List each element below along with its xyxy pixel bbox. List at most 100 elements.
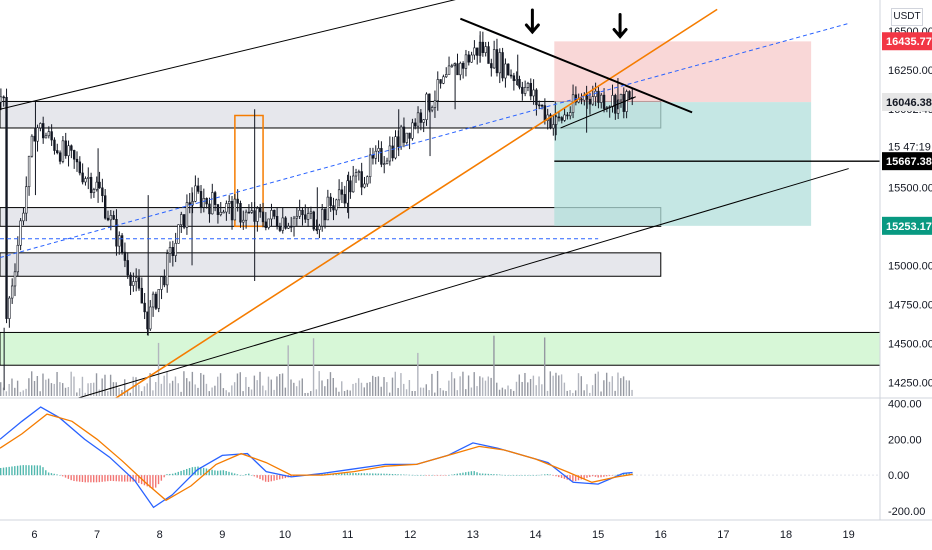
candle-body — [284, 217, 287, 229]
black-resistance — [459, 17, 693, 114]
candle-body — [540, 104, 544, 107]
volume-bar — [298, 380, 301, 396]
price-tick-label: 14750.00 — [888, 299, 932, 311]
candle-body — [84, 178, 87, 183]
macd-histogram-bar — [425, 475, 427, 476]
candle-body — [67, 145, 70, 157]
volume-bar — [188, 381, 191, 396]
candle-body — [27, 155, 31, 188]
candle-body — [560, 117, 563, 121]
macd-histogram-bar — [442, 475, 444, 476]
macd-tick-label: 200.00 — [888, 434, 922, 446]
volume-bar — [363, 387, 365, 396]
macd-histogram-bar — [572, 475, 574, 482]
volume-bar — [146, 383, 148, 396]
macd-histogram-bar — [380, 473, 382, 476]
volume-bar — [355, 382, 357, 396]
volume-bar — [591, 385, 594, 396]
currency-label[interactable]: USDT — [891, 8, 923, 26]
macd-histogram-bar — [498, 474, 501, 476]
candle-body — [504, 63, 507, 79]
macd-histogram-bar — [157, 475, 160, 485]
candle-body — [213, 192, 217, 205]
volume-bar — [501, 387, 504, 396]
macd-histogram-bar — [208, 469, 210, 476]
candle-body — [430, 107, 434, 111]
macd-histogram-bar — [496, 474, 498, 476]
macd-histogram-bar — [386, 473, 388, 476]
volume-bar — [476, 386, 478, 396]
candle-body — [447, 65, 451, 75]
macd-histogram-bar — [346, 473, 349, 476]
macd-histogram-bar — [366, 473, 368, 476]
macd-histogram-bar — [233, 473, 236, 476]
candle-body — [16, 244, 20, 273]
volume-bar — [445, 390, 447, 396]
price-badge-label: 15667.38 — [886, 156, 932, 168]
volume-bar — [191, 371, 194, 396]
candle-body — [456, 63, 459, 76]
macd-histogram-bar — [603, 475, 605, 477]
candle-body — [78, 161, 82, 174]
macd-histogram-bar — [76, 475, 78, 482]
volume-bar — [211, 387, 213, 396]
candle-body — [61, 140, 65, 162]
macd-histogram-bar — [543, 474, 546, 476]
volume-bar — [628, 380, 630, 396]
candle-body — [287, 225, 290, 229]
time-tick-label: 16 — [655, 529, 667, 541]
volume-bar — [14, 387, 16, 396]
macd-histogram-bar — [219, 470, 222, 476]
candle-body — [154, 293, 158, 309]
volume-bar — [239, 372, 241, 396]
macd-histogram-bar — [487, 473, 490, 476]
candle-body — [306, 213, 310, 220]
macd-histogram-bar — [59, 475, 61, 476]
volume-bar — [160, 383, 163, 396]
macd-histogram-bar — [62, 475, 64, 477]
volume-bar — [301, 378, 303, 396]
candle-body — [64, 140, 67, 157]
price-badge-label: 16435.77 — [886, 36, 932, 48]
candle-body — [526, 82, 530, 88]
candle-body — [442, 76, 445, 84]
macd-histogram-bar — [28, 465, 30, 476]
volume-bar — [479, 376, 481, 396]
volume-bar — [290, 379, 292, 396]
volume-bar — [253, 375, 256, 396]
time-tick-label: 19 — [843, 529, 855, 541]
macd-histogram-bar — [25, 465, 27, 476]
candle-body — [318, 225, 321, 230]
candle-body — [81, 172, 84, 183]
volume-bar — [397, 387, 399, 396]
candle-body — [202, 198, 206, 208]
volume-bar — [310, 391, 312, 396]
volume-bar — [617, 372, 619, 396]
macd-histogram-bar — [405, 474, 408, 476]
volume-bar — [174, 376, 177, 396]
volume-bar — [262, 385, 264, 396]
macd-histogram-bar — [374, 473, 377, 476]
upper-channel — [0, 0, 456, 110]
volume-bar — [28, 378, 30, 396]
candle-body — [509, 74, 513, 77]
volume-bar — [377, 376, 380, 396]
volume-bar — [436, 371, 439, 396]
volume-bar — [138, 385, 140, 396]
candle-body — [36, 127, 39, 142]
candle-body — [143, 302, 146, 313]
orange-trend — [115, 8, 718, 399]
macd-histogram-bar — [98, 475, 101, 483]
volume-bar — [166, 371, 168, 396]
macd-histogram-bar — [16, 465, 19, 476]
volume-bar — [428, 390, 430, 396]
macd-histogram-bar — [14, 466, 16, 476]
macd-histogram-bar — [180, 470, 182, 476]
candle-body — [323, 209, 327, 221]
candle-body — [557, 116, 561, 119]
macd-histogram-bar — [394, 474, 396, 476]
volume-bar — [236, 373, 239, 396]
candle-body — [464, 54, 468, 69]
